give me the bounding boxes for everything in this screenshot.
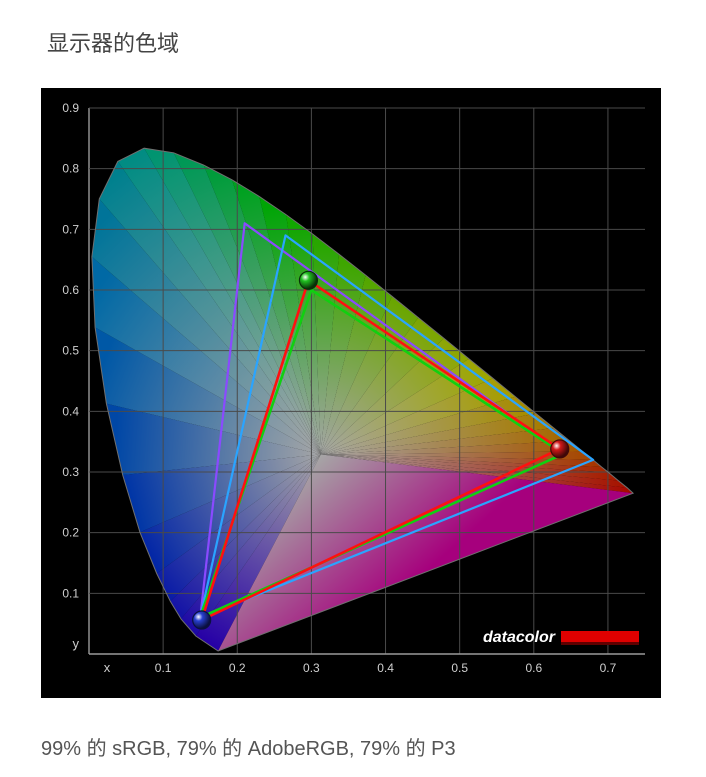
- y-tick-label: 0.4: [62, 404, 79, 418]
- y-axis-label: y: [73, 636, 80, 651]
- chromaticity-chart: 0.1 0.2 0.3 0.4 0.5 0.6 0.7 0.1 0.2 0.3 0.4 0.5 0.6 0…: [41, 88, 661, 698]
- y-tick-label: 0.5: [62, 344, 79, 358]
- x-tick-label: 0.4: [377, 661, 394, 675]
- x-tick-label: 0.6: [525, 661, 542, 675]
- brand-bar-shadow: [561, 642, 639, 645]
- y-tick-label: 0.9: [62, 101, 79, 115]
- chart-caption: 99% 的 sRGB, 79% 的 AdobeRGB, 79% 的 P3: [41, 732, 671, 761]
- y-tick-label: 0.6: [62, 283, 79, 297]
- y-tick-label: 0.1: [62, 586, 79, 600]
- x-tick-label: 0.1: [155, 661, 172, 675]
- page-root: 显示器的色域 0.1 0.2 0.3 0.4 0.5 0.6 0.7 0.1 0.2 0.3 0.4…: [0, 0, 706, 777]
- x-tick-label: 0.7: [600, 661, 617, 675]
- x-axis-label: x: [104, 660, 111, 675]
- blue-primary-marker: [193, 611, 211, 629]
- x-tick-label: 0.3: [303, 661, 320, 675]
- y-tick-label: 0.2: [62, 526, 79, 540]
- y-tick-label: 0.7: [62, 222, 79, 236]
- brand-bar: [561, 631, 639, 642]
- red-primary-marker: [551, 440, 569, 458]
- y-tick-label: 0.8: [62, 162, 79, 176]
- brand-text: datacolor: [483, 629, 556, 646]
- x-tick-label: 0.5: [451, 661, 468, 675]
- x-tick-label: 0.2: [229, 661, 246, 675]
- chart-svg: 0.1 0.2 0.3 0.4 0.5 0.6 0.7 0.1 0.2 0.3 0.4 0.5 0.6 0…: [41, 88, 661, 698]
- green-primary-marker: [299, 271, 317, 289]
- page-title: 显示器的色域: [47, 26, 671, 58]
- y-tick-label: 0.3: [62, 465, 79, 479]
